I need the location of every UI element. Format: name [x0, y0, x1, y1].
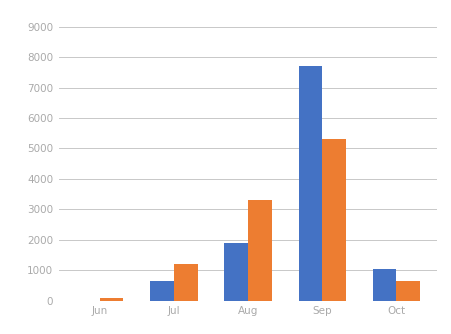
- Bar: [224, 243, 248, 301]
- Bar: [248, 200, 272, 301]
- Bar: [373, 269, 396, 301]
- Bar: [150, 281, 174, 301]
- Bar: [174, 264, 198, 301]
- Bar: [299, 66, 322, 301]
- Bar: [100, 298, 124, 301]
- Bar: [322, 139, 346, 301]
- Bar: [396, 281, 420, 301]
